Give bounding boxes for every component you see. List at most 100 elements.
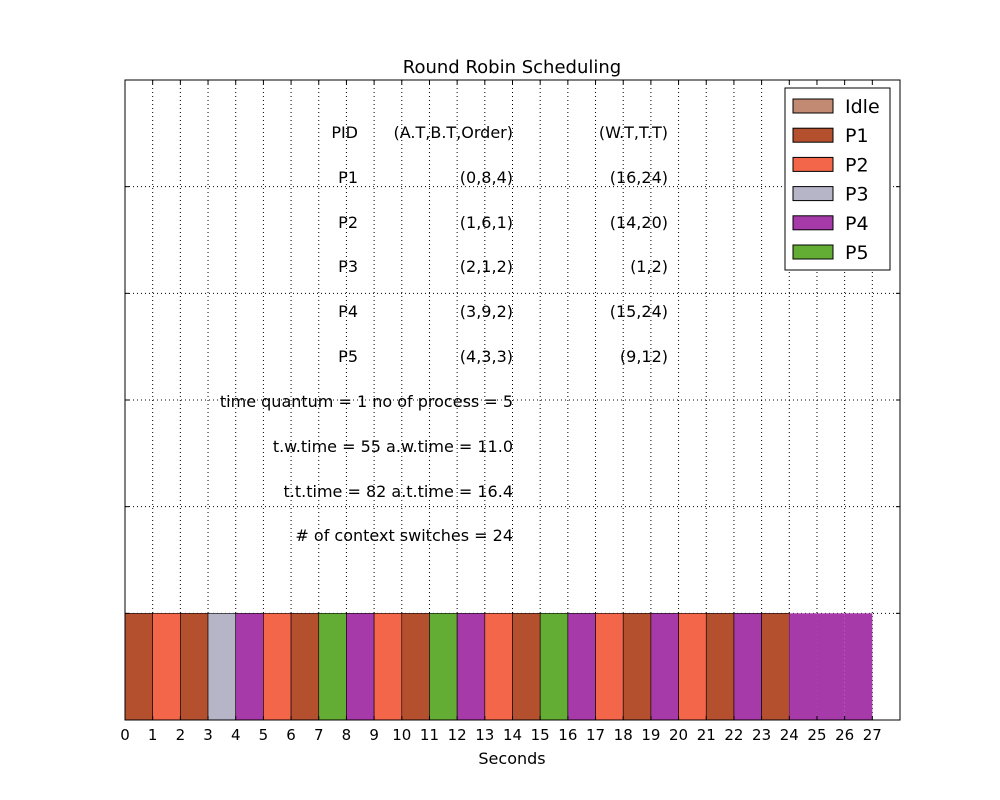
schedule-bar-p5 (429, 613, 458, 721)
legend: Idle P1 P2 P3 P4 P5 (784, 87, 891, 271)
x-tick-label: 20 (669, 726, 688, 744)
x-tick-label: 21 (697, 726, 716, 744)
schedule-bar-p2 (484, 613, 513, 721)
x-tick-label: 2 (176, 726, 186, 744)
table-row-pid: P5 (338, 347, 358, 366)
legend-swatch (792, 186, 834, 202)
table-header-pid: PID (331, 123, 358, 142)
x-tick-label: 4 (231, 726, 241, 744)
x-tick-label: 11 (420, 726, 439, 744)
schedule-bar-p5 (318, 613, 347, 721)
x-tick-label: 22 (724, 726, 743, 744)
process-table: PID (A.T,B.T,Order) (W.T,T.T) P1 (0,8,4)… (331, 123, 668, 366)
schedule-bar-p1 (761, 613, 790, 721)
x-tick-label: 24 (780, 726, 799, 744)
schedule-bar-p1 (512, 613, 541, 721)
table-header-params: (A.T,B.T,Order) (394, 123, 513, 142)
schedule-bar-p4 (733, 613, 762, 721)
x-tick-label: 9 (369, 726, 379, 744)
legend-swatch (792, 156, 834, 172)
legend-label: P2 (845, 154, 869, 176)
schedule-bar-p5 (539, 613, 569, 721)
table-row-pid: P4 (338, 302, 358, 321)
annotation-context-switches: # of context switches = 24 (295, 526, 513, 545)
x-tick-label: 19 (641, 726, 660, 744)
table-row-results: (1,2) (630, 257, 668, 276)
table-row-params: (0,8,4) (460, 168, 513, 187)
x-tick-label: 12 (448, 726, 467, 744)
table-header-results: (W.T,T.T) (599, 123, 668, 142)
legend-frame (784, 87, 891, 271)
x-tick-label: 23 (752, 726, 771, 744)
x-tick-label: 8 (342, 726, 352, 744)
schedule-bar-p1 (290, 613, 320, 721)
schedule-bar-p4 (844, 613, 873, 720)
x-tick-label: 5 (259, 726, 269, 744)
x-tick-label: 27 (863, 726, 882, 744)
schedule-bars (124, 613, 873, 721)
annotation-time-quantum: time quantum = 1 no of process = 5 (220, 392, 513, 411)
chart-title: Round Robin Scheduling (403, 57, 621, 78)
table-row-results: (9,12) (620, 347, 668, 366)
legend-swatch (792, 98, 834, 114)
x-tick-label: 26 (835, 726, 854, 744)
schedule-bar-p4 (650, 613, 679, 721)
schedule-bar-p1 (705, 613, 735, 721)
x-tick-label: 3 (203, 726, 213, 744)
grid-lines (125, 80, 900, 720)
legend-swatch (792, 127, 834, 143)
legend-swatch (792, 215, 834, 231)
legend-label: P3 (845, 184, 869, 206)
table-row-results: (15,24) (610, 302, 668, 321)
x-tick-label: 15 (531, 726, 550, 744)
schedule-bar-p3 (207, 613, 237, 721)
x-tick-label: 6 (286, 726, 296, 744)
schedule-bar-p4 (816, 613, 845, 720)
schedule-bar-p1 (180, 613, 209, 721)
x-tick-label: 25 (807, 726, 826, 744)
table-row-pid: P3 (338, 257, 358, 276)
schedule-bar-p4 (567, 613, 596, 721)
schedule-bar-p2 (678, 613, 707, 721)
axis-ticks (124, 80, 900, 720)
schedule-bar-p2 (373, 613, 403, 721)
annotation-waiting-time: t.w.time = 55 a.w.time = 11.0 (273, 437, 513, 456)
x-axis-label: Seconds (478, 749, 545, 768)
legend-label: Idle (845, 96, 880, 118)
table-row-params: (2,1,2) (460, 257, 513, 276)
legend-swatch (792, 244, 834, 260)
legend-label: P1 (845, 125, 869, 147)
x-tick-label: 17 (586, 726, 605, 744)
x-tick-label: 16 (558, 726, 577, 744)
schedule-bar-p1 (622, 613, 652, 721)
x-tick-labels: 0 1 2 3 4 5 6 7 8 9 10 11 12 13 14 15 16 17 18 19 20 21 22 23 24… (120, 726, 882, 744)
schedule-bar-p2 (263, 613, 292, 721)
x-tick-label: 14 (503, 726, 522, 744)
schedule-bar-p4 (235, 613, 264, 721)
x-tick-label: 7 (314, 726, 324, 744)
schedule-bar-p1 (124, 613, 153, 721)
summary-annotations: time quantum = 1 no of process = 5 t.w.t… (220, 392, 513, 545)
schedule-bar-p4 (789, 613, 817, 720)
x-tick-label: 13 (475, 726, 494, 744)
x-tick-label: 10 (392, 726, 411, 744)
table-row-params: (1,6,1) (460, 213, 513, 232)
table-row-pid: P2 (338, 213, 358, 232)
x-tick-label: 0 (120, 726, 130, 744)
schedule-bar-p2 (595, 613, 624, 721)
schedule-bar-p4 (346, 613, 375, 721)
table-row-results: (16,24) (610, 168, 668, 187)
annotation-turnaround-time: t.t.time = 82 a.t.time = 16.4 (284, 482, 514, 501)
schedule-bar-p4 (456, 613, 486, 721)
schedule-bar-p1 (401, 613, 430, 721)
x-tick-label: 18 (614, 726, 633, 744)
table-row-results: (14,20) (610, 213, 668, 232)
legend-label: P4 (845, 213, 869, 235)
table-row-pid: P1 (338, 168, 358, 187)
legend-label: P5 (845, 242, 869, 264)
x-tick-label: 1 (148, 726, 158, 744)
table-row-params: (3,9,2) (460, 302, 513, 321)
table-row-params: (4,3,3) (460, 347, 513, 366)
schedule-bar-p2 (152, 613, 181, 721)
